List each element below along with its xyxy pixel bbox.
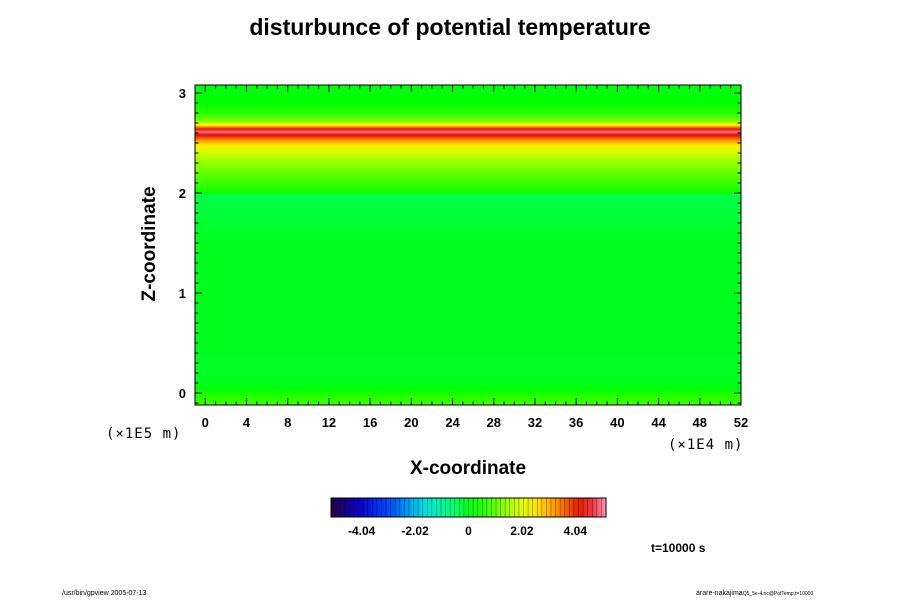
x-axis-label: X-coordinate — [409, 458, 527, 479]
colorbar-divisions — [335, 498, 602, 517]
x-tick-label: 36 — [569, 415, 583, 430]
y-tick-label: 2 — [179, 186, 186, 201]
x-tick-label: 32 — [528, 415, 542, 430]
y-tick-label: 3 — [179, 86, 186, 101]
colorbar-frame — [330, 497, 607, 518]
colorbar-tick-label: 4.04 — [564, 524, 588, 538]
colorbar-tick-labels: -4.04 -2.02 0 2.02 4.04 — [348, 524, 587, 538]
plot-frame — [194, 84, 742, 406]
footer-source: Q5_5e-4.nc@PotTemp,t=10000 — [742, 591, 814, 597]
colorbar-tick-label: 2.02 — [510, 524, 534, 538]
x-tick-label: 8 — [284, 415, 291, 430]
x-axis-unit: (×1E4 m) — [668, 437, 744, 453]
x-tick-label: 0 — [202, 415, 209, 430]
y-tick-label: 0 — [179, 386, 186, 401]
footer-command: /usr/bin/gpview 2005-07-13 — [62, 590, 147, 597]
x-axis-ticks: 0 4 8 12 16 20 24 28 32 36 40 44 48 52 — [194, 85, 748, 430]
y-axis-unit: (×1E5 m) — [106, 426, 182, 442]
y-axis-ticks: 0 1 2 3 — [179, 86, 741, 404]
x-tick-label: 52 — [734, 415, 748, 430]
footer-author: arare-nakajimaQ5_5e-4.nc@PotTemp,t=10000 — [696, 590, 813, 597]
colorbar-tick-label: 0 — [465, 524, 472, 538]
heatmap-field — [195, 85, 741, 405]
x-tick-label: 40 — [610, 415, 624, 430]
chart-title: disturbunce of potential temperature — [249, 14, 651, 40]
footer-author-name: arare-nakajima — [696, 590, 743, 597]
x-tick-label: 24 — [445, 415, 460, 430]
time-annotation: t=10000 s — [651, 541, 706, 555]
x-tick-label: 20 — [404, 415, 418, 430]
y-tick-label: 1 — [179, 286, 186, 301]
x-tick-label: 12 — [322, 415, 336, 430]
x-tick-label: 16 — [363, 415, 377, 430]
y-axis-label: Z-coordinate — [139, 186, 160, 302]
x-tick-label: 4 — [243, 415, 251, 430]
x-tick-label: 28 — [487, 415, 501, 430]
x-tick-label: 48 — [693, 415, 707, 430]
colorbar-tick-label: -2.02 — [401, 524, 429, 538]
colorbar-tick-label: -4.04 — [348, 524, 376, 538]
x-tick-label: 44 — [651, 415, 666, 430]
